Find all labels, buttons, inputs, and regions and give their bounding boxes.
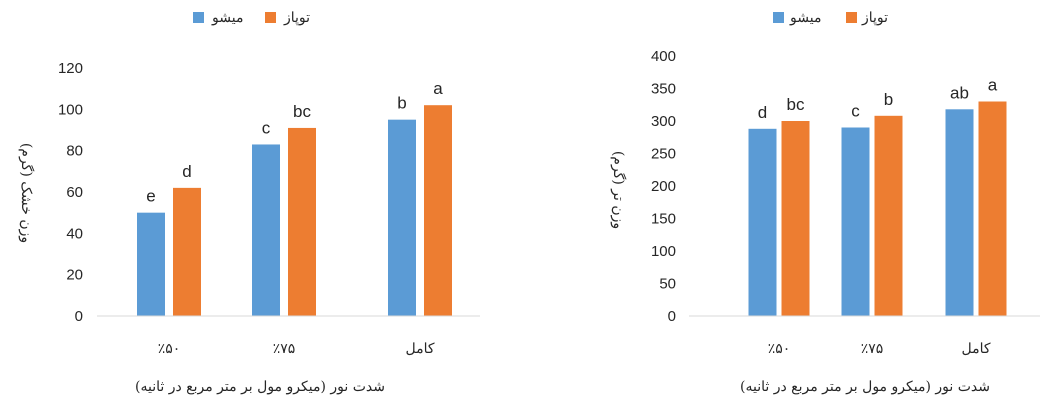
bar <box>288 127 316 316</box>
y-tick-label: 350 <box>651 81 676 98</box>
bar <box>388 119 416 317</box>
y-tick-label: 0 <box>668 308 676 325</box>
bar-letter: c <box>262 118 271 137</box>
y-tick-label: 150 <box>651 211 676 228</box>
legend-label-series-1: میشو <box>211 10 243 26</box>
x-ticks: ٪۵۰ ٪۷۵ کامل <box>768 341 991 357</box>
bar-letter: bc <box>787 95 805 114</box>
legend-swatch-series-1 <box>773 12 784 23</box>
y-tick-label: 250 <box>651 146 676 163</box>
legend-label-series-2: توپاز <box>861 10 888 26</box>
bar <box>252 144 280 316</box>
bar-letter: a <box>988 76 998 95</box>
y-tick-label: 100 <box>651 243 676 260</box>
y-tick-label: 40 <box>66 225 83 242</box>
x-ticks: ٪۵۰ ٪۷۵ کامل <box>158 341 435 357</box>
dry-weight-chart: میشو توپاز 0 20 40 60 80 100 120 e d c bc b a ٪۵۰ ٪۷… <box>18 10 480 395</box>
y-tick-label: 200 <box>651 178 676 195</box>
y-axis-label: وزن تر (گرم) <box>610 151 627 229</box>
bars <box>137 105 452 317</box>
bar-letter: b <box>884 90 893 109</box>
legend: میشو توپاز <box>193 10 310 26</box>
y-tick-label: 60 <box>66 184 83 201</box>
x-tick-label: کامل <box>961 341 990 357</box>
bar-letter: d <box>182 162 191 181</box>
bar-letter: c <box>851 102 860 121</box>
bar <box>173 187 201 316</box>
bar-letter: d <box>758 103 767 122</box>
legend: میشو توپاز <box>773 10 888 26</box>
bars <box>748 101 1007 316</box>
bar-letter: b <box>397 94 406 113</box>
legend-swatch-series-2 <box>265 12 276 23</box>
y-tick-label: 300 <box>651 113 676 130</box>
legend-label-series-2: توپاز <box>283 10 310 26</box>
fresh-weight-chart: میشو توپاز 0 50 100 150 200 250 300 350 400 d bc c… <box>610 10 1040 395</box>
y-axis-label: وزن خشک (گرم) <box>18 143 35 243</box>
x-axis-label: شدت نور (میکرو مول بر متر مربع در ثانیه) <box>740 379 990 395</box>
y-tick-label: 20 <box>66 267 83 284</box>
legend-label-series-1: میشو <box>789 10 821 26</box>
bar <box>978 101 1007 316</box>
y-tick-label: 0 <box>75 308 83 325</box>
y-tick-label: 100 <box>58 101 83 118</box>
bar <box>841 127 870 316</box>
bar <box>748 128 777 316</box>
bar-letter: e <box>146 187 155 206</box>
bar-letters: e d c bc b a <box>146 79 443 205</box>
bar <box>781 121 810 316</box>
x-tick-label: ٪۵۰ <box>768 341 791 357</box>
y-tick-label: 80 <box>66 143 83 160</box>
bar <box>424 105 452 316</box>
bar <box>874 115 903 316</box>
y-tick-label: 400 <box>651 48 676 65</box>
bar-letter: ab <box>950 83 969 102</box>
legend-swatch-series-1 <box>193 12 204 23</box>
x-tick-label: ٪۷۵ <box>273 341 296 357</box>
x-axis-label: شدت نور (میکرو مول بر متر مربع در ثانیه) <box>135 379 385 395</box>
x-tick-label: کامل <box>405 341 434 357</box>
bar <box>945 109 974 316</box>
bar <box>137 212 165 316</box>
y-ticks: 0 50 100 150 200 250 300 350 400 <box>651 48 676 325</box>
x-tick-label: ٪۷۵ <box>861 341 884 357</box>
y-tick-label: 50 <box>659 276 676 293</box>
bar-letter: bc <box>293 102 311 121</box>
bar-letters: d bc c b ab a <box>758 76 998 122</box>
x-tick-label: ٪۵۰ <box>158 341 181 357</box>
legend-swatch-series-2 <box>846 12 857 23</box>
bar-letter: a <box>433 79 443 98</box>
y-ticks: 0 20 40 60 80 100 120 <box>58 60 83 325</box>
y-tick-label: 120 <box>58 60 83 77</box>
